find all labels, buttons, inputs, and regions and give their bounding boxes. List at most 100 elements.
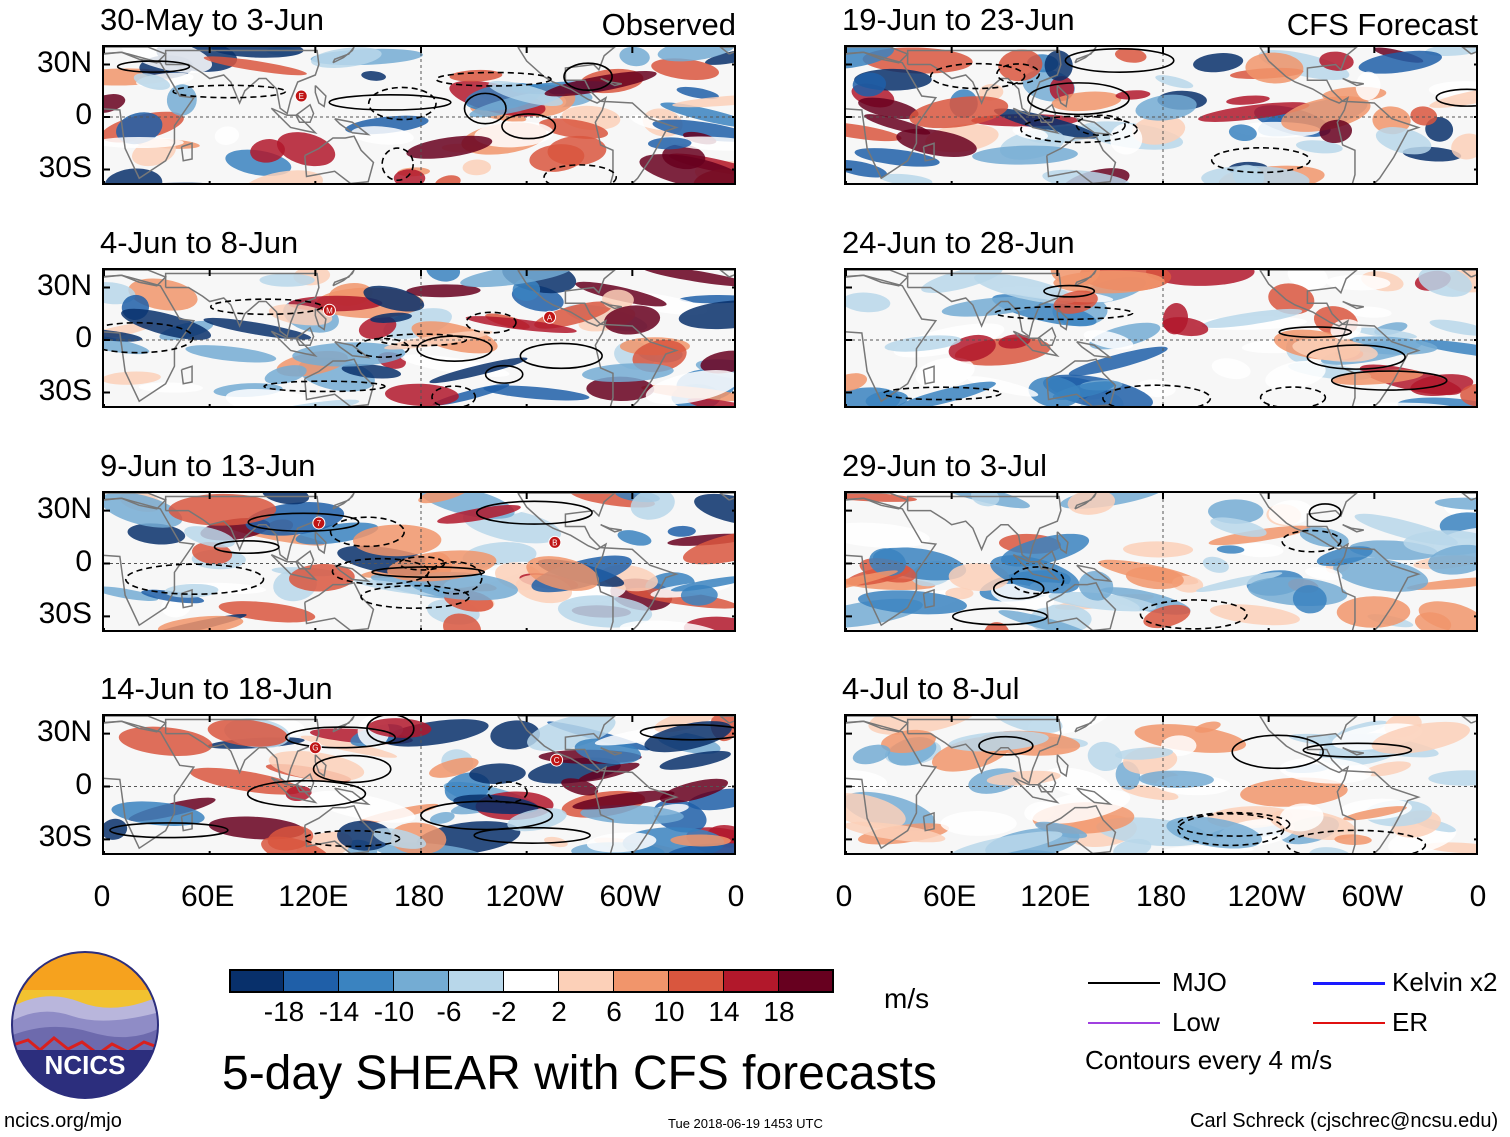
coastline (922, 142, 935, 162)
shear-field: GC (104, 716, 734, 853)
x-tick-label: 60E (180, 880, 235, 913)
coastline (600, 524, 622, 533)
shear-anomaly-blob (1201, 308, 1303, 328)
shear-field (846, 270, 1476, 406)
colorbar-level-label: 6 (606, 996, 622, 1027)
mjo-contour (420, 800, 554, 831)
coastline (334, 118, 371, 136)
panel-title: 4-Jun to 8-Jun (100, 225, 299, 260)
shear-anomaly-blob (1428, 544, 1476, 575)
footer-url[interactable]: ncics.org/mjo (4, 1110, 122, 1132)
shear-map-panel (844, 491, 1478, 632)
storm-marker-dot (294, 89, 308, 103)
mjo-contour (484, 364, 524, 384)
mjo-contour (1027, 82, 1130, 116)
mjo-contour (312, 754, 392, 784)
shear-anomaly-blob (1364, 761, 1411, 777)
colorbar-level-label: 18 (763, 996, 795, 1027)
coastline (846, 47, 909, 64)
shear-anomaly-blob (846, 493, 918, 502)
storm-marker: B (548, 535, 562, 549)
coastline (906, 495, 1062, 562)
coastline (922, 588, 935, 609)
coastline (180, 588, 193, 609)
mjo-contour (951, 607, 1048, 626)
coastline (600, 747, 622, 756)
coastline (1076, 564, 1113, 583)
shear-anomaly-blob (527, 716, 616, 752)
shear-anomaly-blob (921, 270, 1003, 294)
coastline (1342, 524, 1364, 533)
x-tick-label: 60W (599, 880, 662, 913)
coastline (104, 497, 196, 627)
x-tick-label: 120E (1020, 880, 1091, 913)
shear-anomaly-blob (1292, 338, 1378, 362)
coastline (104, 51, 196, 180)
shear-anomaly-blob (992, 716, 1063, 734)
coastline (270, 554, 318, 581)
coastline (164, 272, 320, 338)
shear-anomaly-blob (1372, 106, 1411, 135)
shear-anomaly-blob (259, 399, 360, 406)
shear-map-panel (844, 714, 1478, 855)
colorbar-level-label: -14 (318, 996, 360, 1027)
coastline (1012, 107, 1060, 134)
shear-anomaly-blob (1228, 124, 1257, 142)
coastline (314, 307, 327, 331)
shear-anomaly-blob (262, 493, 310, 505)
shear-anomaly-blob (1210, 517, 1267, 537)
storm-marker: C (550, 753, 564, 767)
coastline (1076, 787, 1113, 806)
shear-anomaly-blob (846, 122, 902, 142)
coastline (180, 365, 193, 385)
shear-anomaly-blob (512, 278, 541, 302)
coastline (906, 718, 1062, 785)
shear-anomaly-blob (1201, 165, 1310, 183)
coastline (295, 772, 315, 793)
mjo-contour (247, 512, 360, 532)
shear-anomaly-blob (1415, 339, 1476, 359)
shear-anomaly-blob (426, 270, 461, 282)
x-tick-label: 0 (93, 880, 111, 913)
coastline (295, 326, 315, 346)
mjo-contour (1020, 115, 1139, 144)
shear-anomaly-blob (1136, 379, 1176, 398)
colorbar-frame (229, 969, 834, 993)
shear-anomaly-blob (1429, 319, 1476, 336)
shear-anomaly-blob (651, 58, 719, 81)
shear-anomaly-blob (993, 108, 1098, 139)
shear-anomaly-blob (341, 363, 402, 379)
mjo-contour (398, 556, 446, 571)
forecast-label: CFS Forecast (1286, 7, 1478, 42)
shear-anomaly-blob (309, 791, 416, 823)
coastline (164, 49, 320, 115)
shear-anomaly-blob (676, 86, 720, 100)
shear-anomaly-blob (1162, 317, 1209, 337)
shear-field (846, 716, 1476, 853)
coastline (906, 272, 1062, 338)
shear-anomaly-blob (1375, 127, 1432, 155)
shear-anomaly-blob (1319, 119, 1353, 144)
shear-anomaly-blob (972, 145, 1078, 165)
shear-anomaly-blob (1358, 50, 1442, 74)
mjo-contour (109, 822, 229, 839)
coastline (304, 358, 375, 406)
mjo-contour (285, 726, 396, 749)
coastline (104, 493, 167, 510)
shear-anomaly-blob (557, 595, 653, 628)
footer-author: Carl Schreck (cjschrec@ncsu.edu) (1190, 1110, 1499, 1132)
x-tick-label: 0 (1469, 880, 1487, 913)
shear-anomaly-blob (667, 525, 696, 537)
legend-line-kelvin-x2 (1313, 982, 1385, 985)
colorbar-level-label: -6 (436, 996, 462, 1027)
shear-anomaly-blob (465, 316, 577, 333)
shear-anomaly-blob (971, 493, 1000, 507)
legend-label: ER (1392, 1007, 1429, 1037)
coastline (270, 330, 318, 357)
shear-anomaly-blob (418, 493, 471, 504)
mjo-contour (1231, 734, 1324, 770)
shear-anomaly-blob (1051, 91, 1122, 112)
shear-anomaly-blob (945, 587, 974, 600)
coastline (719, 716, 734, 724)
shear-anomaly-blob (644, 721, 732, 753)
